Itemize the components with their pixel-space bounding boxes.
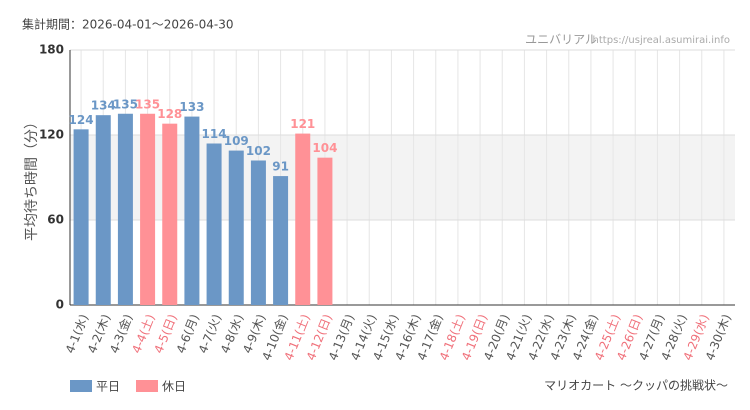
- bar: [73, 129, 89, 305]
- legend-label: 休日: [162, 380, 186, 394]
- bar: [250, 160, 266, 305]
- site-name: ユニバリアル: [525, 33, 597, 47]
- legend-label: 平日: [96, 380, 120, 394]
- value-label: 121: [290, 117, 315, 131]
- value-label: 104: [312, 141, 337, 155]
- y-tick-label: 120: [39, 128, 64, 142]
- bar: [273, 176, 289, 305]
- y-tick-label: 60: [47, 213, 64, 227]
- value-label: 135: [135, 97, 160, 111]
- bar: [295, 133, 311, 305]
- value-label: 91: [272, 160, 289, 174]
- bar: [95, 115, 111, 306]
- value-label: 128: [157, 107, 182, 121]
- bar: [117, 113, 133, 305]
- y-tick-label: 0: [56, 298, 64, 312]
- site-url: https://usjreal.asumirai.info: [593, 35, 730, 46]
- value-label: 102: [246, 144, 271, 158]
- value-label: 135: [113, 97, 138, 111]
- bar: [184, 116, 200, 305]
- bar: [162, 123, 178, 306]
- y-axis-label: 平均待ち時間（分）: [24, 115, 40, 241]
- attraction: マリオカート ～クッパの挑戦状～: [544, 379, 728, 393]
- bar: [206, 143, 222, 305]
- value-label: 124: [69, 113, 94, 127]
- value-label: 109: [224, 134, 249, 148]
- value-label: 114: [202, 127, 227, 141]
- value-label: 134: [91, 99, 116, 113]
- legend-swatch: [136, 380, 158, 392]
- bar: [228, 150, 244, 305]
- period: 集計期間：2026-04-01～2026-04-30: [22, 17, 233, 32]
- y-tick-label: 180: [39, 43, 64, 57]
- bar: [317, 157, 333, 305]
- band: [70, 135, 735, 220]
- bar: [140, 113, 156, 305]
- legend-swatch: [70, 380, 92, 392]
- value-label: 133: [179, 100, 204, 114]
